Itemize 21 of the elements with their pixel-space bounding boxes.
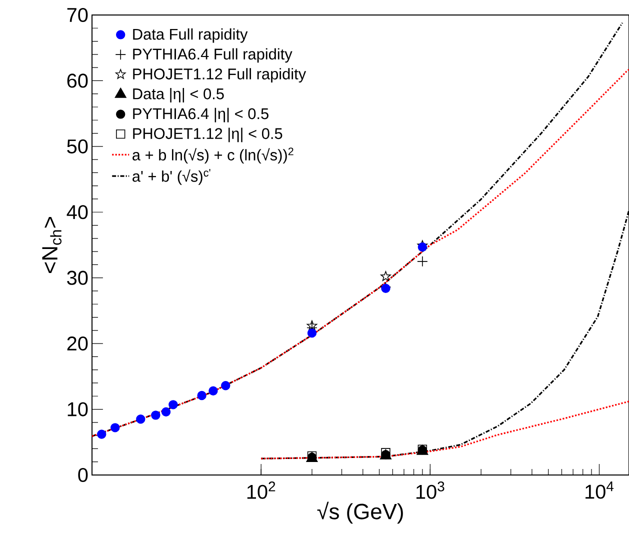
legend-label: PHOJET1.12 Full rapidity (133, 68, 306, 83)
x-tick-label: 10$^{2}$ (247, 481, 276, 499)
x-tick-label: 10$^{4}$ (586, 482, 614, 499)
legend-label: PYTHIA6.4 Full rapidity (133, 48, 292, 63)
legend-label: PHOJET1.12 |η| < 0.5 (133, 128, 282, 142)
y-tick-label: 10 (68, 402, 88, 416)
y-tick-label: 0 (78, 468, 88, 482)
y-tick-label: 30 (67, 270, 88, 285)
legend-label: Data |η| < 0.5 (133, 88, 224, 102)
y-tick-label: 40 (66, 205, 88, 220)
legend-label: Data Full rapidity (133, 28, 248, 43)
legend-label: PYTHIA6.4 |η| < 0.5 (133, 108, 268, 122)
legend-label: a' + b' (√s)$^{c'}$ (132, 169, 210, 185)
legend-label: a + b ln(√s) + c (ln(√s))$^{2}$ (132, 148, 294, 164)
y-tick-label: 60 (67, 74, 88, 88)
y-tick-label: 70 (67, 8, 88, 22)
y-tick-label: 20 (67, 336, 88, 351)
y-axis-title: <N$_{ch}$> (42, 216, 62, 273)
x-axis-title: √s (GeV) (317, 502, 403, 524)
y-tick-label: 50 (67, 139, 88, 154)
x-tick-label: 10$^{3}$ (416, 481, 444, 499)
